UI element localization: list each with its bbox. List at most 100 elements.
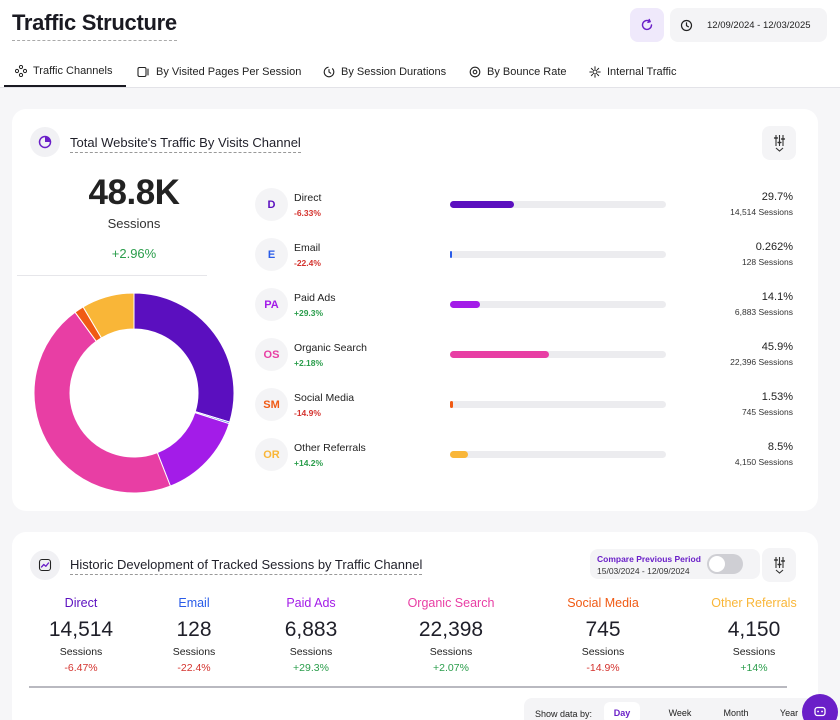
channel-sessions: 22,396 Sessions xyxy=(730,357,793,367)
pages-icon xyxy=(137,66,149,77)
clock-icon xyxy=(680,19,693,31)
channel-change: -6.33% xyxy=(294,208,321,218)
card-title: Historic Development of Tracked Sessions… xyxy=(70,557,423,575)
chevron-down-icon xyxy=(775,569,783,574)
channel-sessions: 6,883 Sessions xyxy=(734,307,793,317)
stat-value: 745 xyxy=(585,618,621,641)
channel-change: +2.18% xyxy=(294,358,324,368)
donut-slice-direct xyxy=(133,292,235,423)
historic-sessions-card: Historic Development of Tracked Sessions… xyxy=(12,532,818,720)
channel-change: +14.2% xyxy=(294,458,324,468)
page-title: Traffic Structure xyxy=(12,10,177,41)
stat-change: -14.9% xyxy=(586,662,620,674)
channel-sessions: 128 Sessions xyxy=(741,257,793,267)
refresh-icon xyxy=(641,18,653,31)
channel-percent: 29.7% xyxy=(761,191,793,203)
traffic-by-channel-card: Total Website's Traffic By Visits Channe… xyxy=(12,109,818,511)
total-sessions-label: Sessions xyxy=(107,216,161,231)
tab-visited-pages[interactable]: By Visited Pages Per Session xyxy=(137,56,301,87)
tab-bounce-rate[interactable]: By Bounce Rate xyxy=(469,56,567,87)
timer-icon xyxy=(323,66,335,77)
channel-share-bar xyxy=(450,301,666,308)
channel-row: OR Other Referrals +14.2% 8.5% 4,150 Ses… xyxy=(255,438,805,474)
chevron-down-icon xyxy=(775,147,783,152)
channel-donut-chart xyxy=(33,292,235,494)
period-year[interactable]: Year xyxy=(779,708,799,718)
stat-column: Paid Ads 6,883 Sessions +29.3% xyxy=(236,596,386,674)
channel-badge: OS xyxy=(255,338,288,371)
donut-slice-organic-search xyxy=(33,311,172,494)
channel-percent: 45.9% xyxy=(761,341,793,353)
donut-slice-other-referrals xyxy=(82,292,135,339)
tab-label: By Visited Pages Per Session xyxy=(156,65,302,78)
channel-percent: 14.1% xyxy=(761,291,793,303)
tab-label: By Session Durations xyxy=(341,65,447,78)
toggle-knob xyxy=(709,556,725,572)
channel-name: Social Media xyxy=(294,392,355,404)
tab-internal-traffic[interactable]: Internal Traffic xyxy=(589,56,677,87)
date-range-picker[interactable]: 12/09/2024 - 12/03/2025 xyxy=(670,8,827,42)
compare-range: 15/03/2024 - 12/09/2024 xyxy=(597,566,690,576)
channel-share-bar xyxy=(450,351,666,358)
filter-button[interactable] xyxy=(762,548,796,582)
tab-label: Traffic Channels xyxy=(33,64,113,77)
period-week[interactable]: Week xyxy=(668,708,692,718)
channel-badge: D xyxy=(255,188,288,221)
top-bar: Traffic Structure 12/09/2024 - 12/03/202… xyxy=(0,0,840,88)
stat-label: Sessions xyxy=(581,646,625,658)
channel-name: Paid Ads xyxy=(294,292,336,304)
refresh-button[interactable] xyxy=(630,8,664,42)
period-day[interactable]: Day xyxy=(604,702,640,720)
channel-row: SM Social Media -14.9% 1.53% 745 Session… xyxy=(255,388,805,424)
compare-previous-period: Compare Previous Period 15/03/2024 - 12/… xyxy=(590,549,760,579)
period-month[interactable]: Month xyxy=(723,708,749,718)
channel-share-bar xyxy=(450,401,666,408)
chat-button[interactable] xyxy=(802,694,838,720)
filter-button[interactable] xyxy=(762,126,796,160)
show-data-by-control: Show data by: Day Week Month Year xyxy=(524,698,814,720)
stat-column: Organic Search 22,398 Sessions +2.07% xyxy=(376,596,526,674)
pie-chart-icon xyxy=(38,135,52,149)
channel-share-fill xyxy=(450,201,515,208)
stat-value: 6,883 xyxy=(284,618,338,641)
stat-label: Sessions xyxy=(429,646,473,658)
channel-share-bar xyxy=(450,451,666,458)
stat-column: Other Referrals 4,150 Sessions +14% xyxy=(679,596,829,674)
stat-channel-name: Paid Ads xyxy=(286,596,336,610)
tab-bar: Traffic Channels By Visited Pages Per Se… xyxy=(0,56,840,88)
tab-session-durations[interactable]: By Session Durations xyxy=(323,56,446,87)
channel-name: Direct xyxy=(294,192,322,204)
tab-traffic-channels[interactable]: Traffic Channels xyxy=(4,56,126,87)
donut-slice-paid-ads xyxy=(156,412,230,487)
channel-badge: E xyxy=(255,238,288,271)
channel-badge: PA xyxy=(255,288,288,321)
sliders-icon xyxy=(773,557,785,568)
card-title: Total Website's Traffic By Visits Channe… xyxy=(70,135,301,153)
nodes-icon xyxy=(15,64,27,77)
trend-chart-icon xyxy=(38,558,52,572)
stat-column: Direct 14,514 Sessions -6.47% xyxy=(6,596,156,674)
stat-label: Sessions xyxy=(172,646,216,658)
stat-channel-name: Organic Search xyxy=(407,596,495,610)
channel-name: Other Referrals xyxy=(294,442,366,454)
stat-change: +2.07% xyxy=(433,662,469,674)
date-range-value: 12/09/2024 - 12/03/2025 xyxy=(707,19,811,31)
compare-toggle[interactable] xyxy=(707,554,743,574)
stat-change: +29.3% xyxy=(293,662,329,674)
channel-row: OS Organic Search +2.18% 45.9% 22,396 Se… xyxy=(255,338,805,374)
channel-share-fill xyxy=(450,301,481,308)
tab-label: Internal Traffic xyxy=(607,65,677,78)
channel-sessions: 14,514 Sessions xyxy=(730,207,793,217)
channel-percent: 0.262% xyxy=(755,241,793,253)
bounce-icon xyxy=(469,66,481,77)
stat-label: Sessions xyxy=(732,646,776,658)
channel-change: +29.3% xyxy=(294,308,324,318)
channel-row: D Direct -6.33% 29.7% 14,514 Sessions xyxy=(255,188,805,224)
channel-badge: SM xyxy=(255,388,288,421)
stat-value: 14,514 xyxy=(48,618,114,641)
channel-share-fill xyxy=(450,251,452,258)
stat-column: Email 128 Sessions -22.4% xyxy=(119,596,269,674)
card-icon xyxy=(30,550,60,580)
channel-share-bar xyxy=(450,201,666,208)
channel-badge: OR xyxy=(255,438,288,471)
